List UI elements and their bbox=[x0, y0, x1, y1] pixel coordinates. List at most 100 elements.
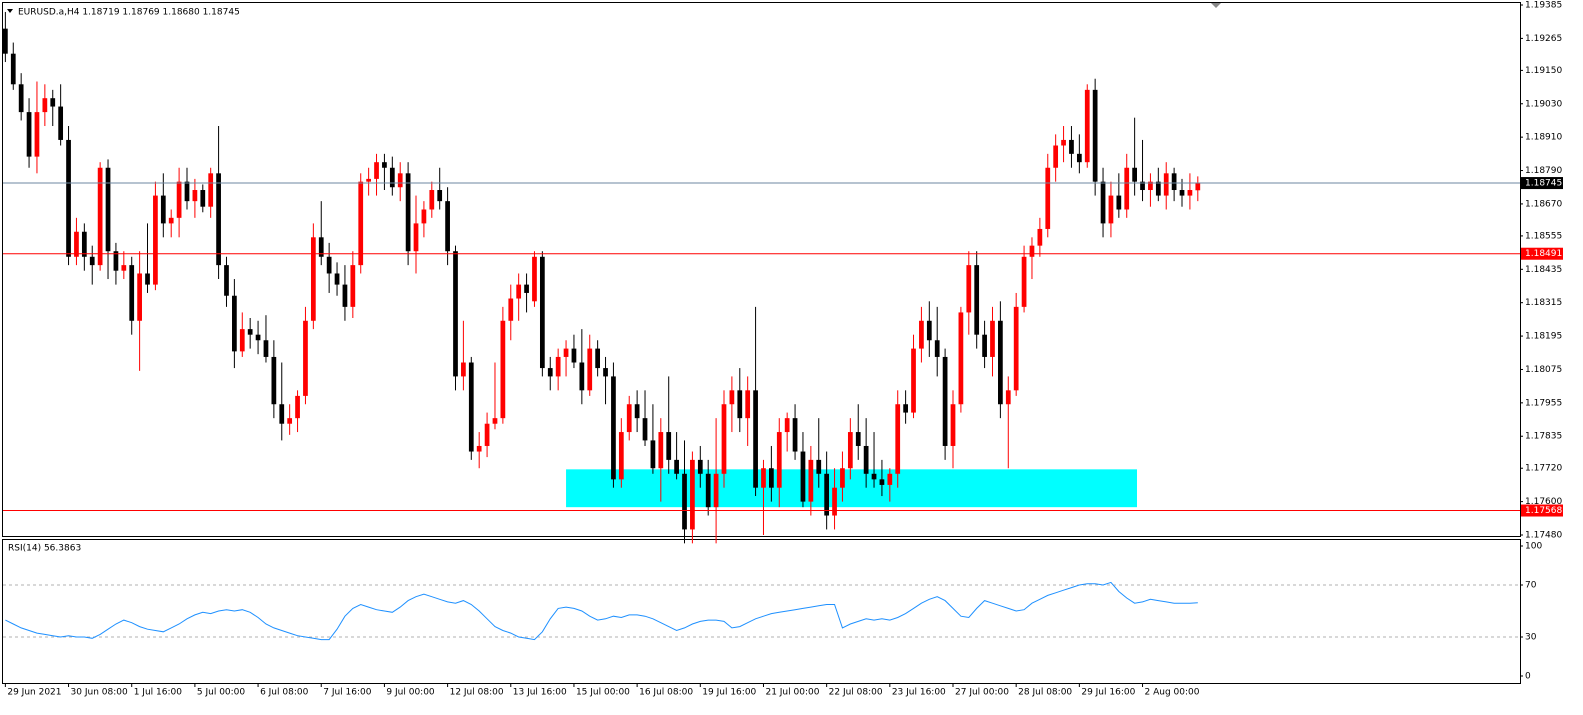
candle-body bbox=[729, 390, 735, 405]
shift-marker bbox=[1211, 3, 1221, 8]
candle-body bbox=[492, 418, 498, 424]
y-tick-label: 100 bbox=[1525, 542, 1542, 552]
candle-body bbox=[753, 390, 758, 488]
candle-body bbox=[1132, 167, 1137, 182]
candle-body bbox=[737, 390, 743, 419]
y-tick-label: 1.18790 bbox=[1525, 166, 1562, 176]
candle-body bbox=[1037, 228, 1043, 246]
candle-body bbox=[1108, 195, 1114, 224]
candle-body bbox=[310, 237, 316, 321]
candle-body bbox=[626, 404, 632, 433]
candle-body bbox=[1045, 167, 1051, 229]
candle-body bbox=[334, 273, 340, 285]
candle-body bbox=[247, 329, 253, 335]
candle-body bbox=[295, 395, 300, 419]
y-tick-label: 1.19265 bbox=[1525, 34, 1562, 44]
candle-body bbox=[58, 106, 64, 140]
candle-body bbox=[382, 162, 387, 168]
y-tick-label: 30 bbox=[1525, 633, 1537, 643]
candle-body bbox=[950, 404, 956, 446]
candle-body bbox=[97, 167, 103, 266]
y-tick-label: 1.18195 bbox=[1525, 332, 1562, 342]
candle-body bbox=[1029, 245, 1035, 257]
candle-body bbox=[1061, 139, 1066, 146]
candle-body bbox=[3, 28, 8, 54]
candle-body bbox=[1140, 181, 1145, 191]
candle-body bbox=[318, 237, 324, 257]
y-tick-label: 1.17600 bbox=[1525, 497, 1562, 507]
candle-body bbox=[721, 404, 727, 474]
x-tick-label: 16 Jul 08:00 bbox=[639, 688, 693, 698]
candle-body bbox=[476, 445, 482, 452]
y-tick-label: 1.18315 bbox=[1525, 298, 1562, 308]
x-tick-label: 23 Jul 16:00 bbox=[892, 688, 946, 698]
y-tick-label: 1.19030 bbox=[1525, 99, 1562, 109]
candle-body bbox=[611, 376, 616, 480]
candle-body bbox=[342, 284, 348, 307]
candle-body bbox=[34, 112, 40, 157]
candle-body bbox=[50, 98, 56, 107]
candle-body bbox=[500, 320, 506, 419]
candle-body bbox=[413, 223, 419, 252]
candle-body bbox=[926, 320, 932, 341]
candle-body bbox=[437, 190, 443, 202]
candle-body bbox=[713, 473, 719, 508]
candle-body bbox=[18, 84, 24, 113]
candle-body bbox=[974, 265, 980, 335]
y-tick-label: 1.18075 bbox=[1525, 365, 1562, 375]
candle-body bbox=[508, 298, 514, 321]
candle-body bbox=[366, 178, 371, 182]
x-tick-label: 13 Jul 16:00 bbox=[513, 688, 567, 698]
candle-body bbox=[634, 404, 640, 419]
candle-body bbox=[934, 340, 940, 357]
x-tick-label: 22 Jul 08:00 bbox=[829, 688, 883, 698]
candle-body bbox=[208, 173, 214, 207]
candle-body bbox=[374, 162, 379, 179]
x-tick-label: 6 Jul 08:00 bbox=[260, 688, 309, 698]
candle-body bbox=[769, 468, 774, 488]
candle-body bbox=[303, 320, 308, 396]
candle-body bbox=[800, 451, 806, 502]
x-tick-label: 2 Aug 00:00 bbox=[1145, 688, 1200, 698]
candle-body bbox=[911, 348, 916, 413]
candle-body bbox=[1076, 153, 1082, 163]
candle-body bbox=[1013, 306, 1019, 391]
y-tick-label: 1.17720 bbox=[1525, 464, 1562, 474]
candle-body bbox=[579, 362, 585, 391]
candle-body bbox=[879, 479, 885, 485]
candle-body bbox=[468, 362, 474, 452]
candle-body bbox=[1179, 190, 1185, 196]
candle-body bbox=[81, 231, 87, 257]
price-label-box bbox=[1521, 177, 1563, 190]
candle-body bbox=[421, 209, 427, 224]
candle-body bbox=[792, 418, 798, 452]
candle-body bbox=[445, 201, 450, 252]
candle-body bbox=[539, 256, 545, 369]
y-tick-label: 1.18910 bbox=[1525, 133, 1562, 143]
candle-body bbox=[745, 390, 751, 419]
candle-body bbox=[1171, 173, 1177, 191]
candle-body bbox=[1116, 195, 1122, 210]
x-tick-label: 1 Jul 16:00 bbox=[134, 688, 183, 698]
candle-body bbox=[547, 368, 553, 377]
candle-body bbox=[919, 320, 924, 349]
candle-body bbox=[1084, 89, 1090, 163]
candle-body bbox=[461, 362, 466, 377]
candle-body bbox=[239, 329, 245, 352]
candle-body bbox=[1148, 181, 1153, 191]
price-label: 1.18491 bbox=[1525, 249, 1562, 259]
x-tick-label: 7 Jul 16:00 bbox=[323, 688, 372, 698]
x-tick-label: 9 Jul 00:00 bbox=[386, 688, 435, 698]
zone bbox=[566, 469, 1137, 508]
y-tick-label: 1.17835 bbox=[1525, 432, 1562, 442]
candle-body bbox=[761, 468, 766, 488]
candle-body bbox=[603, 368, 608, 377]
candle-body bbox=[74, 231, 79, 257]
candle-body bbox=[389, 167, 395, 188]
candle-body bbox=[287, 418, 293, 424]
candle-body bbox=[563, 348, 569, 357]
candle-body bbox=[129, 265, 135, 321]
candle-body bbox=[184, 181, 190, 202]
x-tick-label: 28 Jul 08:00 bbox=[1018, 688, 1072, 698]
